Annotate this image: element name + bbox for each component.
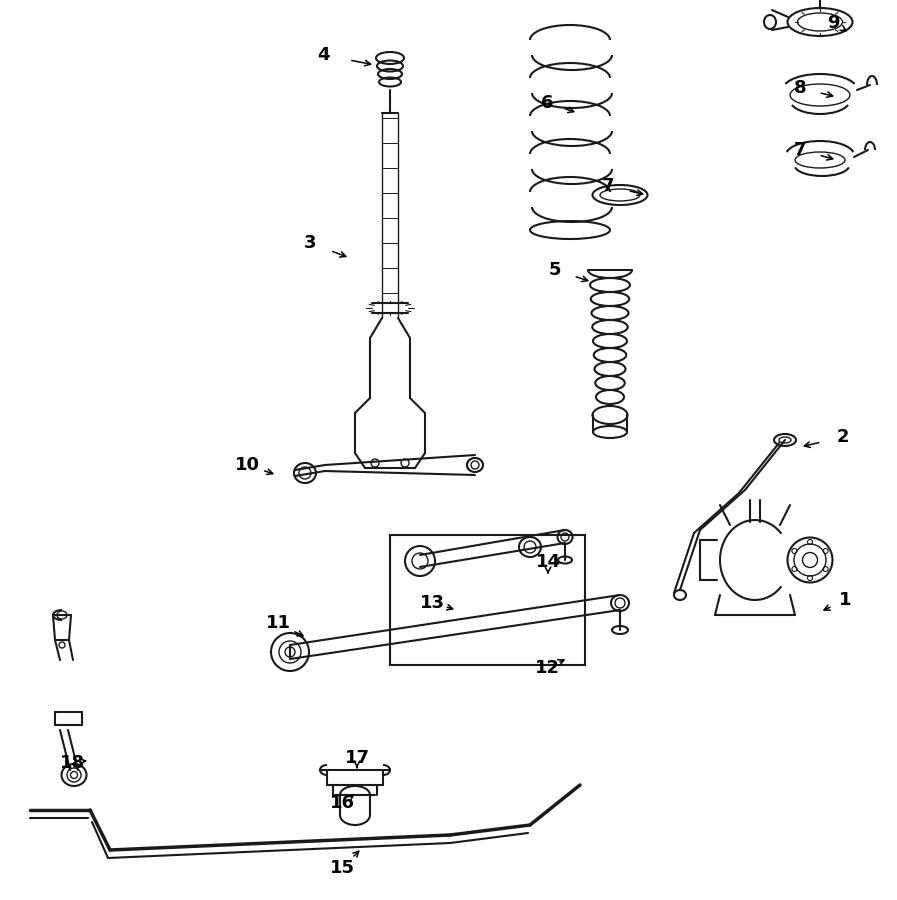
Text: 7: 7 <box>602 177 614 195</box>
Text: 14: 14 <box>536 553 561 571</box>
Text: 7: 7 <box>794 141 806 159</box>
Text: 18: 18 <box>59 754 84 772</box>
Text: 15: 15 <box>329 859 354 877</box>
Text: 1: 1 <box>839 591 851 609</box>
Text: 5: 5 <box>549 261 562 279</box>
Text: 11: 11 <box>266 614 291 632</box>
Text: 10: 10 <box>234 456 259 474</box>
Text: 13: 13 <box>420 594 445 612</box>
Text: 2: 2 <box>837 428 849 446</box>
Text: 16: 16 <box>329 794 354 812</box>
Text: 8: 8 <box>794 79 806 97</box>
Text: 17: 17 <box>344 749 370 767</box>
FancyBboxPatch shape <box>390 535 585 665</box>
Text: 4: 4 <box>317 46 329 64</box>
Text: 6: 6 <box>541 94 553 112</box>
Text: 3: 3 <box>304 234 317 252</box>
Text: 12: 12 <box>535 659 560 677</box>
Text: 9: 9 <box>827 14 840 32</box>
